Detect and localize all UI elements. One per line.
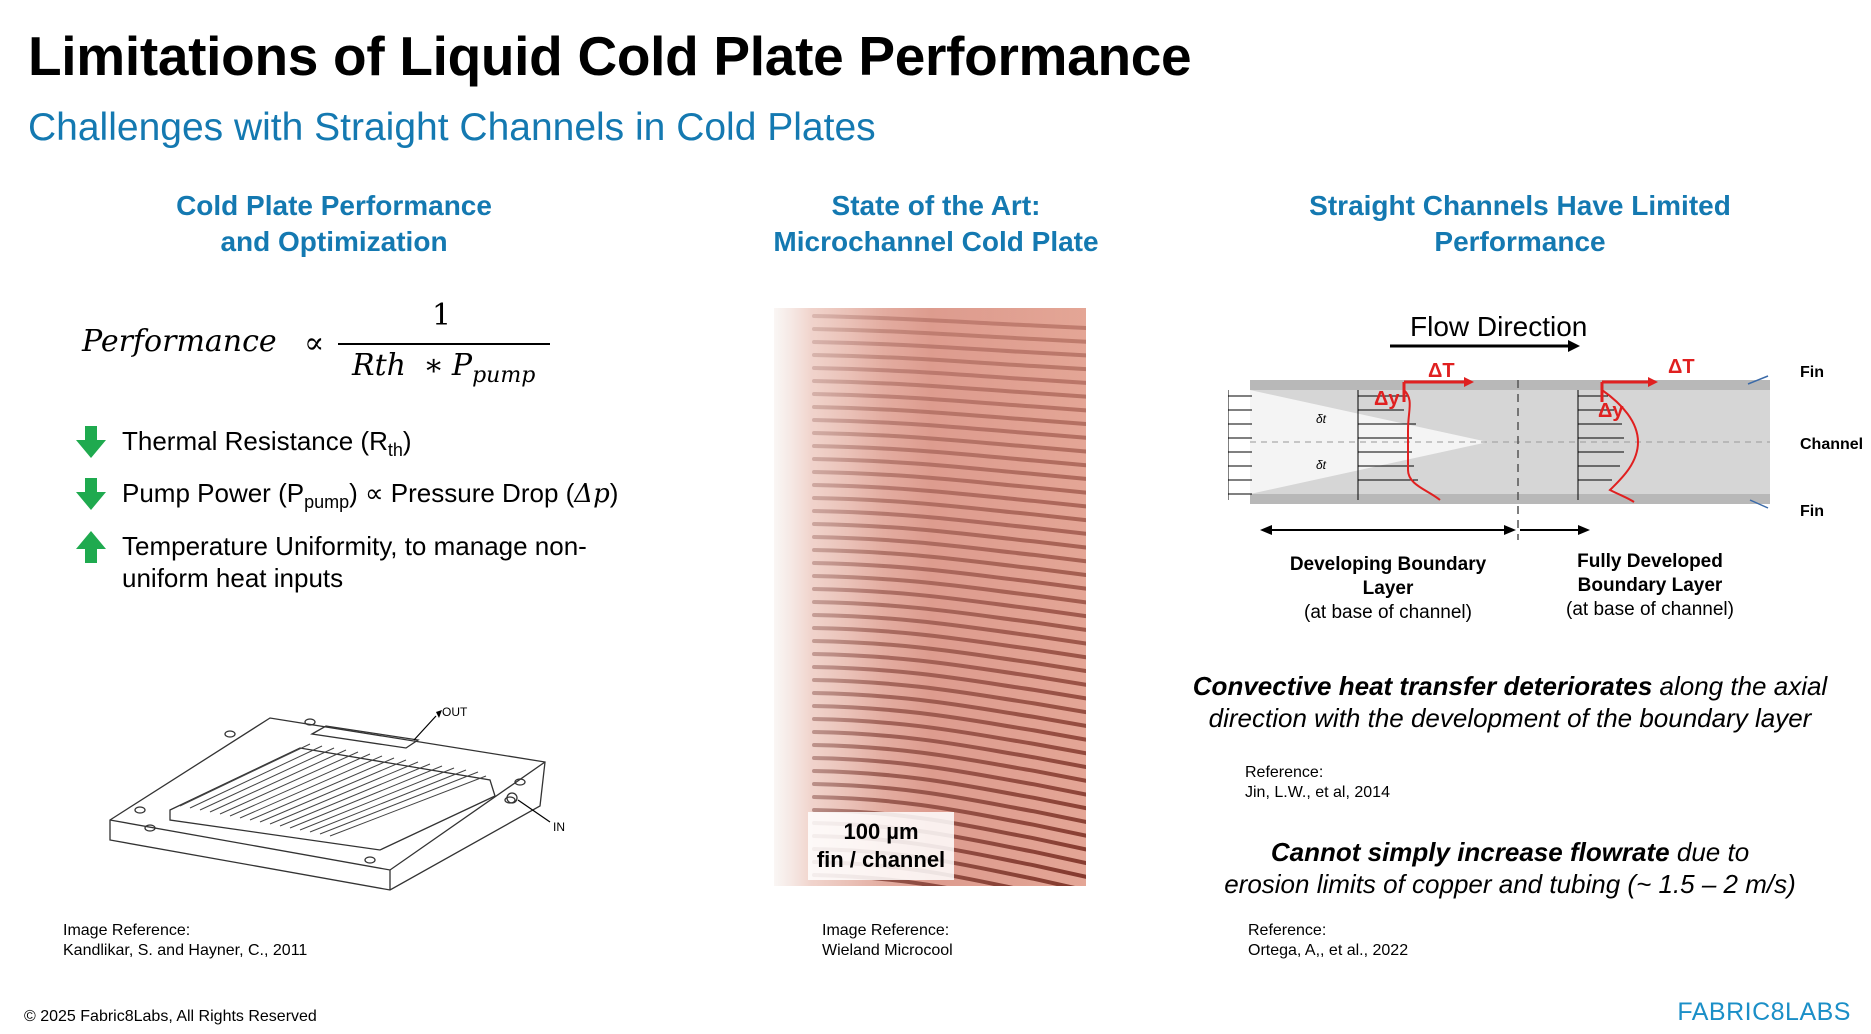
- delta-t-label: ΔT: [1428, 360, 1455, 382]
- up-arrow-icon: [76, 531, 106, 563]
- bullet-thermal-resistance: Thermal Resistance (Rth): [122, 426, 412, 461]
- out-label: OUT: [442, 705, 468, 719]
- right-heading-line2: Performance: [1434, 226, 1606, 257]
- delta-y-label: Δy: [1374, 388, 1400, 410]
- slide-title: Limitations of Liquid Cold Plate Perform…: [28, 25, 1192, 87]
- formula-rth: Rth: [352, 348, 406, 383]
- microchannel-photo: [774, 308, 1086, 886]
- formula-proportional: ∝: [304, 326, 325, 361]
- left-heading-line2: and Optimization: [220, 226, 448, 257]
- right-reference-2: Reference: Ortega, A,, et al., 2022: [1248, 922, 1409, 959]
- left-reference: Image Reference: Kandlikar, S. and Hayne…: [63, 922, 308, 959]
- copyright: © 2025 Fabric8Labs, All Rights Reserved: [24, 1008, 317, 1025]
- right-heading-line1: Straight Channels Have Limited: [1309, 190, 1731, 221]
- developing-label: Developing Boundary Layer (at base of ch…: [1289, 554, 1487, 623]
- scale-label: 100 µm fin / channel: [816, 819, 946, 872]
- fin-top-label: Fin: [1800, 364, 1824, 381]
- left-heading: Cold Plate Performance and Optimization: [134, 188, 534, 260]
- delta-t-label-2: ΔT: [1668, 356, 1695, 378]
- fin-bottom-label: Fin: [1800, 503, 1824, 520]
- middle-heading-line1: State of the Art:: [831, 190, 1041, 221]
- right-reference-1: Reference: Jin, L.W., et al, 2014: [1245, 764, 1390, 801]
- brand-logo: FABRIC8LABS: [1677, 998, 1851, 1026]
- down-arrow-icon: [76, 478, 106, 510]
- developed-label: Fully Developed Boundary Layer (at base …: [1566, 551, 1734, 620]
- bullet-pump-power: Pump Power (Ppump) ∝ Pressure Drop (Δp): [122, 478, 619, 513]
- middle-heading: State of the Art: Microchannel Cold Plat…: [736, 188, 1136, 260]
- boundary-layer-diagram: [1228, 340, 1788, 540]
- slide-subtitle: Challenges with Straight Channels in Col…: [28, 106, 876, 149]
- convective-note: Convective heat transfer deteriorates al…: [1192, 671, 1828, 733]
- bullet-temperature-uniformity: Temperature Uniformity, to manage non- u…: [122, 531, 587, 593]
- formula-denominator: Rth ∗ Ppump: [352, 348, 535, 388]
- right-heading: Straight Channels Have Limited Performan…: [1270, 188, 1770, 260]
- formula-p: P: [451, 348, 473, 383]
- channel-label: Channel: [1800, 436, 1864, 453]
- formula-numerator: 1: [432, 298, 452, 333]
- cold-plate-diagram: [109, 710, 551, 891]
- delta-top-label: δt: [1316, 412, 1327, 426]
- formula-lhs: Performance: [82, 324, 277, 359]
- formula-operator: ∗: [423, 348, 444, 383]
- flow-direction-label: Flow Direction: [1410, 311, 1588, 342]
- fraction-bar: [338, 343, 550, 345]
- delta-bottom-label: δt: [1316, 458, 1327, 472]
- left-heading-line1: Cold Plate Performance: [176, 190, 492, 221]
- middle-reference: Image Reference: Wieland Microcool: [822, 922, 953, 959]
- down-arrow-icon: [76, 426, 106, 458]
- flowrate-note: Cannot simply increase flowrate due to e…: [1224, 837, 1796, 899]
- scale-label-box: [808, 812, 954, 880]
- in-label: IN: [553, 820, 565, 834]
- formula-pump-sub: pump: [472, 363, 536, 388]
- delta-y-label-2: Δy: [1598, 400, 1624, 422]
- middle-heading-line2: Microchannel Cold Plate: [773, 226, 1099, 257]
